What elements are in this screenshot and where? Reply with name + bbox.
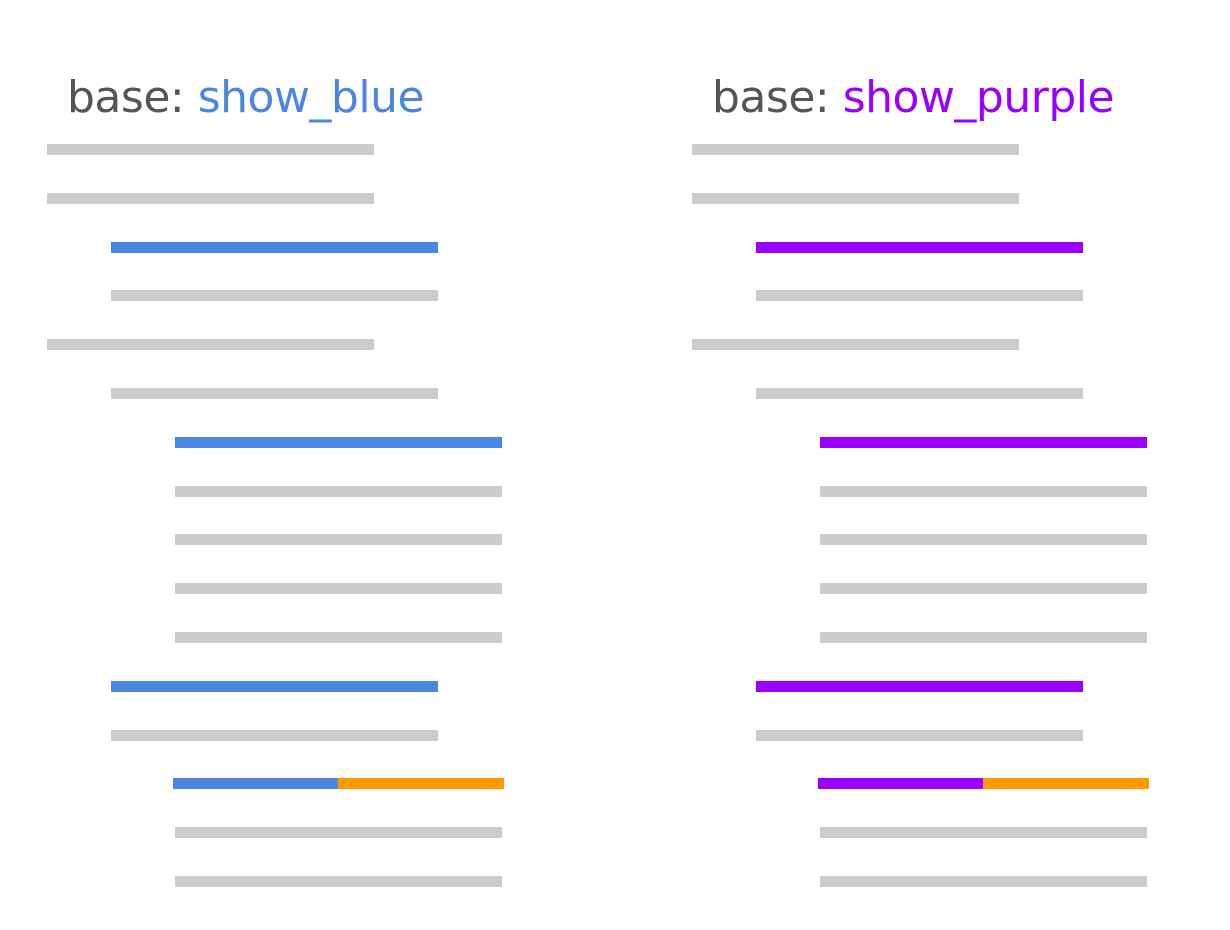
bar-row <box>692 144 1019 155</box>
bar-row <box>111 730 438 741</box>
bar-segment-gray <box>820 583 1147 594</box>
bar-segment-gray <box>175 534 502 545</box>
bar-row <box>175 876 502 887</box>
title-prefix: base: <box>67 72 185 123</box>
bar-segment-gray <box>111 290 438 301</box>
bar-segment-accent <box>111 242 438 253</box>
bar-segment-gray <box>47 193 374 204</box>
bar-row <box>818 778 1149 789</box>
panel-show-blue: base: show_blue <box>47 70 504 887</box>
bar-row <box>820 632 1147 643</box>
bar-segment-gray <box>820 827 1147 838</box>
bar-row <box>756 681 1083 692</box>
bar-row <box>175 534 502 545</box>
title-name: show_purple <box>842 72 1115 123</box>
bar-row <box>175 486 502 497</box>
bar-segment-gray <box>820 534 1147 545</box>
bar-row <box>820 583 1147 594</box>
bar-segment-gray <box>111 388 438 399</box>
bar-segment-gray <box>820 486 1147 497</box>
bar-segment-gray <box>175 876 502 887</box>
panel-title: base: show_purple <box>712 70 1115 126</box>
panel-title: base: show_blue <box>67 70 425 126</box>
bar-segment-accent <box>175 437 502 448</box>
bar-row <box>47 144 374 155</box>
bar-row <box>175 583 502 594</box>
bar-row <box>756 730 1083 741</box>
bar-segment-gray <box>47 144 374 155</box>
title-prefix: base: <box>712 72 830 123</box>
bar-row <box>47 193 374 204</box>
panel-show-purple: base: show_purple <box>645 0 1230 930</box>
bar-segment-gray <box>756 388 1083 399</box>
bar-row <box>173 778 504 789</box>
bar-segment-accent <box>820 437 1147 448</box>
bar-segment-gray <box>175 827 502 838</box>
bar-segment-gray <box>175 583 502 594</box>
bar-segment-accent <box>173 778 338 789</box>
bar-row <box>47 339 374 350</box>
bar-row <box>111 242 438 253</box>
bar-segment-gray <box>756 730 1083 741</box>
bar-row <box>111 681 438 692</box>
bar-segment-gray <box>692 193 1019 204</box>
bar-segment-gray <box>175 632 502 643</box>
bar-row <box>111 388 438 399</box>
bar-segment-accent <box>756 242 1083 253</box>
bar-segment-accent <box>111 681 438 692</box>
bar-row <box>820 437 1147 448</box>
bar-segment-gray <box>47 339 374 350</box>
bar-segment-accent <box>756 681 1083 692</box>
bar-row <box>692 193 1019 204</box>
bar-row <box>756 388 1083 399</box>
title-name: show_blue <box>197 72 425 123</box>
bar-segment-gray <box>692 339 1019 350</box>
bar-segment-gray <box>820 876 1147 887</box>
bar-row <box>820 486 1147 497</box>
bar-segment-gray <box>820 632 1147 643</box>
bar-segment-gray <box>692 144 1019 155</box>
bar-segment-gray <box>175 486 502 497</box>
bar-row <box>111 290 438 301</box>
bar-segment-orange <box>983 778 1149 789</box>
bar-segment-gray <box>111 730 438 741</box>
bar-row <box>175 827 502 838</box>
bar-row <box>820 827 1147 838</box>
bar-row <box>756 290 1083 301</box>
bar-segment-orange <box>338 778 504 789</box>
bar-row <box>756 242 1083 253</box>
bar-segment-accent <box>818 778 983 789</box>
bar-row <box>175 437 502 448</box>
bar-row <box>692 339 1019 350</box>
bar-row <box>175 632 502 643</box>
bar-row <box>820 876 1147 887</box>
bar-row <box>820 534 1147 545</box>
bar-segment-gray <box>756 290 1083 301</box>
